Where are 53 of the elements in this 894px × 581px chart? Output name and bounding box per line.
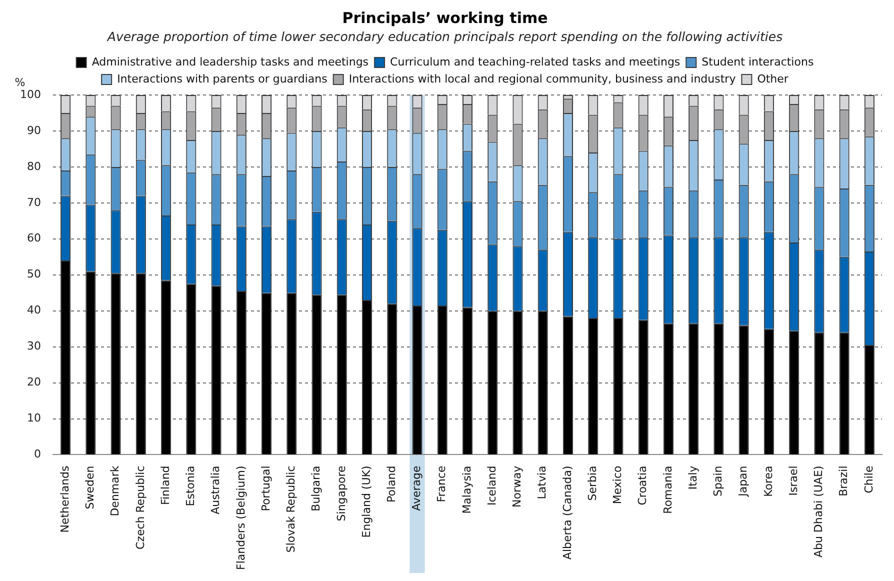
- x-tick-label: Brazil: [837, 466, 850, 496]
- x-tick-label: Chile: [862, 466, 876, 494]
- legend-label: Student interactions: [702, 55, 814, 68]
- chart-subtitle: Average proportion of time lower secondary education principals report spending on the following activities: [106, 28, 784, 44]
- x-tick-label: Israel: [786, 466, 800, 496]
- x-tick-label: France: [435, 465, 448, 502]
- x-tick-label: Singapore: [334, 466, 348, 522]
- legend-label: Interactions with local and regional community, business and industry: [348, 72, 736, 86]
- y-tick-label: 0: [34, 448, 41, 461]
- x-tick-label: Italy: [686, 465, 700, 490]
- legend-label: Curriculum and teaching-related tasks and meetings: [390, 55, 680, 68]
- legend-label: Administrative and leadership tasks and meetings: [92, 55, 369, 68]
- x-tick-label: Latvia: [536, 466, 549, 500]
- legend-label: Interactions with parents or guardians: [117, 72, 328, 86]
- x-tick-label: Iceland: [485, 466, 498, 506]
- x-tick-label: Flanders (Belgium): [234, 466, 248, 570]
- x-tick-label: Croatia: [636, 466, 650, 506]
- x-tick-label: Serbia: [586, 466, 599, 501]
- y-tick-label: 50: [26, 268, 41, 281]
- x-tick-label: Estonia: [184, 466, 198, 506]
- legend-label: Other: [757, 72, 789, 86]
- x-tick-label: Norway: [510, 465, 524, 508]
- x-tick-label: Romania: [661, 466, 674, 514]
- y-tick-label: 80: [26, 160, 41, 173]
- y-axis-title: %: [14, 76, 26, 89]
- x-tick-label: Alberta (Canada): [560, 466, 574, 560]
- y-tick-label: 100: [20, 88, 41, 101]
- x-tick-label: Bulgaria: [310, 466, 323, 512]
- x-tick-label: Sweden: [84, 466, 97, 510]
- y-tick-label: 10: [26, 412, 41, 425]
- x-tick-label: Mexico: [611, 465, 624, 504]
- x-tick-label: Finland: [158, 466, 172, 506]
- y-tick-label: 90: [26, 124, 41, 137]
- x-tick-label: England (UK): [360, 466, 373, 538]
- x-tick-label: Korea: [762, 466, 775, 497]
- chart-title: Principals’ working time: [342, 8, 548, 27]
- x-tick-label: Australia: [209, 466, 222, 514]
- x-tick-label: Netherlands: [58, 465, 72, 533]
- y-tick-label: 40: [26, 304, 41, 317]
- x-tick-label: Czech Republic: [134, 466, 147, 550]
- x-tick-label: Slovak Republic: [284, 466, 298, 553]
- x-tick-label: Poland: [384, 466, 398, 502]
- y-tick-label: 70: [26, 196, 41, 209]
- x-tick-label: Denmark: [108, 465, 122, 516]
- x-tick-label: Spain: [712, 466, 725, 496]
- x-tick-label: Portugal: [259, 466, 272, 512]
- y-tick-label: 60: [26, 232, 41, 245]
- x-tick-label: Japan: [736, 466, 750, 498]
- y-tick-label: 30: [26, 340, 41, 353]
- x-tick-label: Average: [410, 465, 424, 511]
- y-tick-label: 20: [26, 376, 41, 389]
- x-tick-label: Malaysia: [460, 466, 474, 514]
- x-tick-label: Abu Dhabi (UAE): [812, 466, 826, 558]
